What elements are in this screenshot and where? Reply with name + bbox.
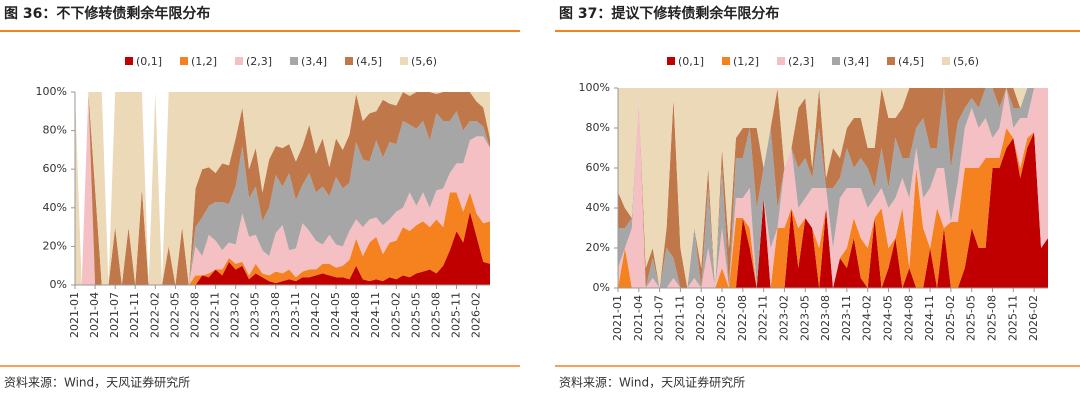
x-tick-label: 2022-08	[188, 292, 201, 338]
x-tick-label: 2022-02	[694, 295, 707, 341]
x-tick-label: 2024-02	[309, 292, 322, 338]
y-tick-label: 80%	[43, 124, 67, 137]
chart-title: 图 36：不下修转债剩余年限分布	[4, 5, 210, 22]
x-tick-label: 2021-11	[128, 292, 141, 338]
legend-label: (4,5]	[356, 55, 382, 68]
area	[75, 92, 490, 285]
legend-label: (4,5]	[898, 55, 924, 68]
area	[618, 132, 1048, 288]
chart-panel: 图 36：不下修转债剩余年限分布 0% 20% 40% 60% 80% 100% 2021-0…	[0, 5, 520, 390]
x-tick-label: 2024-05	[329, 292, 342, 338]
legend-label: (2,3]	[788, 55, 814, 68]
source-note: 资料来源：Wind，天风证券研究所	[559, 375, 745, 390]
x-tick-label: 2023-08	[819, 295, 832, 341]
x-tick-label: 2023-02	[777, 295, 790, 341]
legend-swatch	[942, 57, 950, 65]
legend-swatch	[400, 57, 408, 65]
x-tick-label: 2021-11	[673, 295, 686, 341]
y-tick-label: 100%	[36, 85, 67, 98]
x-tick-label: 2021-04	[632, 295, 645, 341]
y-tick-label: 40%	[586, 201, 610, 214]
x-tick-label: 2025-02	[944, 295, 957, 341]
legend-label: (0,1]	[136, 55, 162, 68]
x-tick-label: 2025-11	[1006, 295, 1019, 341]
x-tick-label: 2024-02	[861, 295, 874, 341]
x-tick-label: 2024-08	[349, 292, 362, 338]
legend-label: (1,2]	[733, 55, 759, 68]
y-tick-label: 0%	[593, 281, 610, 294]
x-tick-label: 2023-11	[840, 295, 853, 341]
area	[75, 192, 490, 285]
legend-swatch	[667, 57, 675, 65]
x-tick-label: 2025-11	[450, 292, 463, 338]
y-tick-label: 0%	[50, 278, 67, 291]
x-tick-label: 2021-01	[68, 292, 81, 338]
legend-swatch	[832, 57, 840, 65]
legend-label: (5,6)	[411, 55, 437, 68]
legend-swatch	[345, 57, 353, 65]
legend-swatch	[180, 57, 188, 65]
x-tick-label: 2024-08	[902, 295, 915, 341]
x-tick-label: 2021-07	[653, 295, 666, 341]
y-tick-label: 20%	[43, 239, 67, 252]
x-tick-label: 2023-11	[289, 292, 302, 338]
y-tick-label: 60%	[43, 162, 67, 175]
legend-swatch	[125, 57, 133, 65]
y-tick-label: 40%	[43, 201, 67, 214]
x-tick-label: 2024-05	[881, 295, 894, 341]
x-tick-label: 2021-07	[108, 292, 121, 338]
legend-label: (5,6)	[953, 55, 979, 68]
legend-swatch	[887, 57, 895, 65]
x-tick-label: 2024-11	[369, 292, 382, 338]
y-tick-label: 60%	[586, 161, 610, 174]
x-tick-label: 2021-04	[88, 292, 101, 338]
chart-panel: 图 37：提议下修转债剩余年限分布 0% 20% 40% 60% 80% 100% 2021-…	[555, 5, 1080, 390]
area	[618, 128, 1048, 288]
x-tick-label: 2022-08	[736, 295, 749, 341]
legend-label: (2,3]	[246, 55, 272, 68]
x-tick-label: 2022-05	[715, 295, 728, 341]
x-tick-label: 2021-01	[611, 295, 624, 341]
area	[75, 92, 490, 285]
legend-swatch	[290, 57, 298, 65]
area	[75, 92, 490, 285]
y-tick-label: 80%	[586, 121, 610, 134]
x-tick-label: 2023-08	[269, 292, 282, 338]
x-tick-label: 2026-02	[470, 292, 483, 338]
chart-title: 图 37：提议下修转债剩余年限分布	[559, 5, 779, 22]
x-tick-label: 2025-08	[429, 292, 442, 338]
x-tick-label: 2022-11	[209, 292, 222, 338]
area	[75, 92, 490, 285]
legend-swatch	[235, 57, 243, 65]
y-tick-label: 100%	[579, 81, 610, 94]
x-tick-label: 2026-02	[1027, 295, 1040, 341]
x-tick-label: 2022-11	[757, 295, 770, 341]
x-tick-label: 2022-02	[148, 292, 161, 338]
legend-label: (3,4]	[843, 55, 869, 68]
x-tick-label: 2023-05	[249, 292, 262, 338]
x-tick-label: 2025-02	[389, 292, 402, 338]
y-tick-label: 20%	[586, 241, 610, 254]
area	[618, 88, 1048, 288]
legend-label: (1,2]	[191, 55, 217, 68]
legend-swatch	[722, 57, 730, 65]
legend-swatch	[777, 57, 785, 65]
legend-label: (0,1]	[678, 55, 704, 68]
legend-label: (3,4]	[301, 55, 327, 68]
x-tick-label: 2025-08	[986, 295, 999, 341]
x-tick-label: 2022-05	[168, 292, 181, 338]
area	[618, 88, 1048, 288]
area	[75, 211, 490, 285]
x-tick-label: 2023-02	[229, 292, 242, 338]
x-tick-label: 2025-05	[409, 292, 422, 338]
x-tick-label: 2023-05	[798, 295, 811, 341]
x-tick-label: 2024-11	[923, 295, 936, 341]
source-note: 资料来源：Wind，天风证券研究所	[4, 375, 190, 390]
x-tick-label: 2025-05	[965, 295, 978, 341]
